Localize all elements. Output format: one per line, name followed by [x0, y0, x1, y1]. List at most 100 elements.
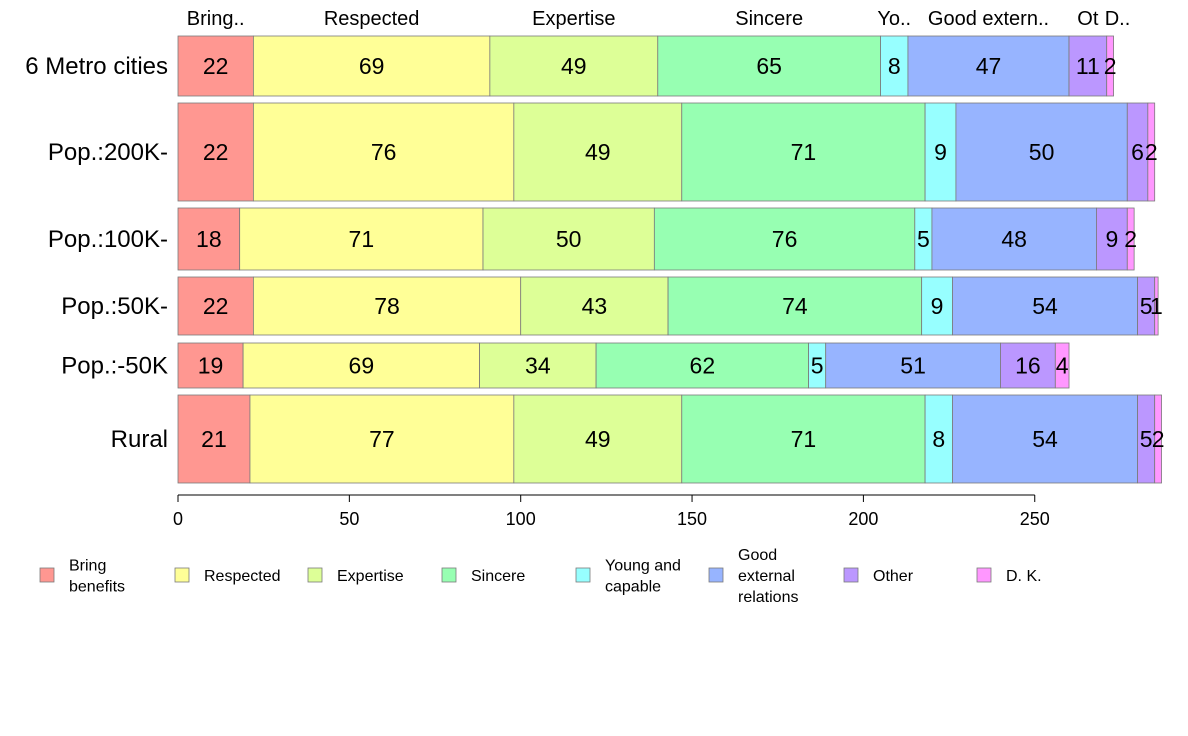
- data-label: 19: [198, 353, 224, 379]
- data-label: 9: [934, 139, 947, 165]
- bar-row: 18 71 50 76 5 48 9 2: [177, 207, 1137, 271]
- bar-segment: [489, 35, 659, 97]
- data-label: 5: [1140, 293, 1153, 319]
- legend-swatch: [843, 567, 859, 583]
- data-label: 71: [791, 139, 817, 165]
- category-label: Pop.:50K-: [61, 293, 168, 320]
- bar-segment: [482, 207, 655, 271]
- data-label: 34: [525, 353, 551, 379]
- x-axis: 0 50 100 150 200 250: [173, 494, 1050, 529]
- legend-swatch: [575, 567, 591, 583]
- legend-label: Bring benefits: [69, 558, 125, 596]
- legend-label-line: Expertise: [337, 568, 404, 585]
- data-label: 49: [585, 139, 611, 165]
- data-label: 22: [203, 139, 229, 165]
- bar-segment: [1154, 394, 1162, 484]
- data-label: 76: [371, 139, 397, 165]
- bar-segment: [242, 342, 480, 389]
- data-label: 43: [582, 293, 608, 319]
- data-label: 74: [782, 293, 808, 319]
- series-header-label: Ot: [1077, 8, 1099, 30]
- series-header-label: Bring..: [187, 8, 245, 30]
- data-label: 69: [359, 53, 385, 79]
- bar-segment: [177, 102, 254, 202]
- bars-group: 22 69 49 65 8 47 11 222 76 49 71 9 50 6 218 71 50 76 5 48 9 2…: [177, 35, 1165, 484]
- legend-item: Bring benefits: [39, 558, 125, 596]
- data-label: 47: [976, 53, 1002, 79]
- legend-label-line: D. K.: [1006, 568, 1042, 585]
- series-header-labels: Bring.. Respected Expertise Sincere Yo.. Good…: [187, 8, 1130, 30]
- data-label: 49: [561, 53, 587, 79]
- legend-label-line: Other: [873, 568, 914, 585]
- data-label: 76: [772, 226, 798, 252]
- legend-label: Good external relations: [738, 547, 798, 606]
- bar-segment: [1126, 207, 1135, 271]
- legend-label: Young and capable: [605, 558, 681, 596]
- bar-segment: [513, 102, 683, 202]
- series-header-label: Sincere: [735, 8, 803, 30]
- data-label: 21: [201, 426, 227, 452]
- data-label: 5: [917, 226, 930, 252]
- data-label: 48: [1001, 226, 1027, 252]
- legend-item: Respected: [174, 567, 281, 585]
- data-label: 8: [932, 426, 945, 452]
- bar-row: 22 76 49 71 9 50 6 2: [177, 102, 1158, 202]
- data-label: 69: [349, 353, 375, 379]
- bar-segment: [653, 207, 916, 271]
- data-label: 16: [1015, 353, 1041, 379]
- data-label: 22: [203, 53, 229, 79]
- data-label: 2: [1145, 139, 1158, 165]
- legend: Bring benefits Respected Expertise Sincere Yo…: [39, 547, 1042, 606]
- bar-segment: [955, 102, 1128, 202]
- legend-label-line: Bring: [69, 558, 106, 575]
- legend-item: Sincere: [441, 567, 525, 585]
- data-label: 2: [1104, 53, 1117, 79]
- legend-label: Respected: [204, 568, 281, 585]
- data-label: 62: [690, 353, 716, 379]
- bar-segment: [520, 276, 669, 336]
- legend-item: Young and capable: [575, 558, 681, 596]
- category-label: Rural: [111, 426, 168, 453]
- bar-segment: [252, 102, 515, 202]
- data-label: 9: [931, 293, 944, 319]
- category-label: Pop.:200K-: [48, 139, 168, 166]
- legend-item: D. K.: [976, 567, 1042, 585]
- data-label: 1: [1150, 293, 1163, 319]
- bar-segment: [952, 394, 1138, 484]
- legend-label-line: Respected: [204, 568, 281, 585]
- data-label: 77: [369, 426, 395, 452]
- x-tick-label: 50: [339, 509, 359, 529]
- series-header-label: D..: [1105, 8, 1131, 30]
- data-label: 9: [1105, 226, 1118, 252]
- data-label: 78: [374, 293, 400, 319]
- legend-label-line: Good: [738, 547, 777, 564]
- x-tick-label: 250: [1020, 509, 1050, 529]
- legend-item: Other: [843, 567, 914, 585]
- data-label: 50: [556, 226, 582, 252]
- bar-segment: [681, 102, 926, 202]
- bar-segment: [1154, 276, 1159, 336]
- bar-segment: [921, 276, 953, 336]
- bar-segment: [249, 394, 515, 484]
- data-label: 71: [791, 426, 817, 452]
- bar-segment: [1068, 35, 1108, 97]
- data-label: 50: [1029, 139, 1055, 165]
- data-label: 49: [585, 426, 611, 452]
- legend-swatch: [708, 567, 724, 583]
- bar-segment: [1000, 342, 1056, 389]
- series-header-label: Expertise: [532, 8, 615, 30]
- legend-label: D. K.: [1006, 568, 1042, 585]
- data-label: 5: [1140, 426, 1153, 452]
- bar-segment: [657, 35, 881, 97]
- bar-segment: [513, 394, 683, 484]
- bar-segment: [825, 342, 1001, 389]
- legend-label-line: capable: [605, 579, 661, 596]
- x-tick-label: 0: [173, 509, 183, 529]
- x-tick-label: 150: [677, 509, 707, 529]
- bar-segment: [1054, 342, 1070, 389]
- legend-swatch: [307, 567, 323, 583]
- bar-segment: [177, 207, 241, 271]
- bar-segment: [1096, 207, 1128, 271]
- legend-swatch: [441, 567, 457, 583]
